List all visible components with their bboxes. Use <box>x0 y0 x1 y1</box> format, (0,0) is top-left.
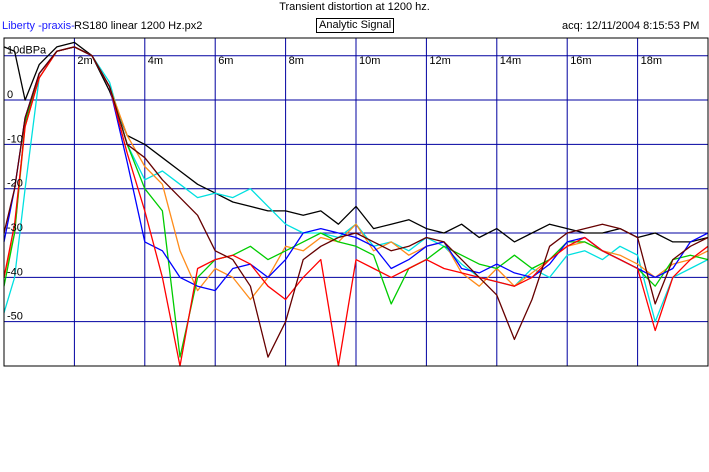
x-tick-label: 18m <box>641 55 662 67</box>
x-tick-label: 2m <box>77 55 92 67</box>
y-tick-label: -20 <box>7 178 23 190</box>
series-line-1 <box>3 41 709 243</box>
y-tick-label: -50 <box>7 311 23 323</box>
file-name: RS180 linear 1200 Hz.px2 <box>74 20 203 32</box>
series-layer <box>3 41 709 367</box>
x-tick-label: 16m <box>570 55 591 67</box>
x-tick-label: 14m <box>500 55 521 67</box>
chart-title: Transient distortion at 1200 hz. <box>279 1 430 13</box>
acquired-timestamp: acq: 12/11/2004 8:15:53 PM <box>562 20 700 32</box>
y-tick-label: -30 <box>7 222 23 234</box>
x-tick-label: 4m <box>148 55 163 67</box>
series-line-2 <box>3 46 709 323</box>
plot-frame <box>3 37 709 367</box>
y-tick-label: -40 <box>7 266 23 278</box>
tick-labels: 2m 4m 6m 8m 10m 12m 14m 16m 18m 10dBPa 0 -10 -20 -30 -… <box>7 45 662 323</box>
y-tick-label: 10dBPa <box>7 45 47 57</box>
series-line-7 <box>3 46 709 358</box>
grid-lines <box>4 38 708 366</box>
brand-label: Liberty -praxis- <box>2 20 75 32</box>
x-tick-label: 12m <box>429 55 450 67</box>
x-tick-label: 6m <box>218 55 233 67</box>
y-tick-label: 0 <box>7 89 13 101</box>
x-tick-label: 8m <box>289 55 304 67</box>
y-tick-label: -10 <box>7 133 23 145</box>
x-tick-label: 10m <box>359 55 380 67</box>
signal-mode-button[interactable]: Analytic Signal <box>316 18 395 33</box>
